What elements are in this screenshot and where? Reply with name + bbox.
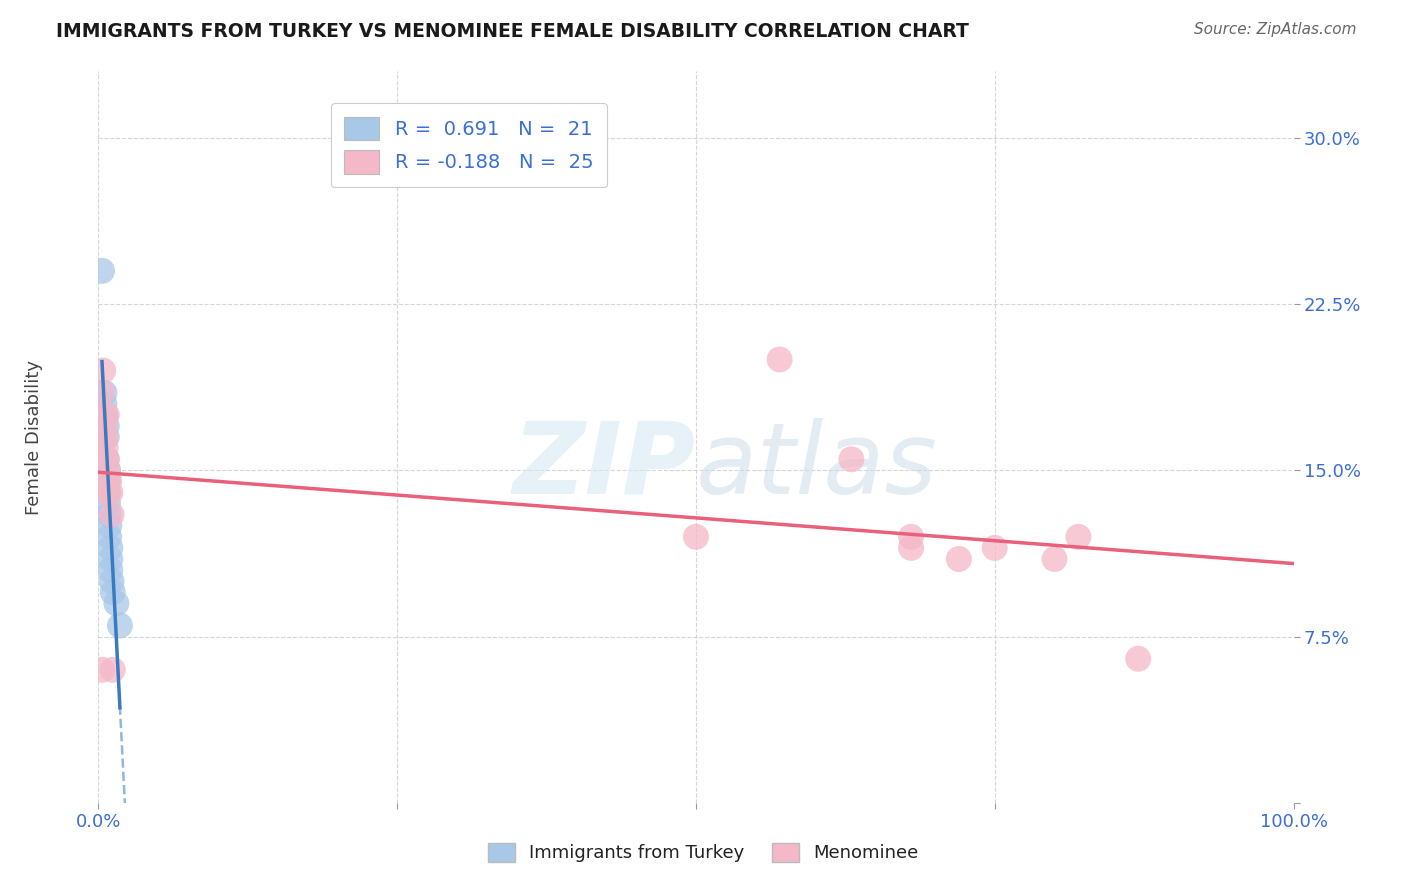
Point bbox=[93, 397, 115, 411]
Point bbox=[97, 485, 120, 500]
Point bbox=[98, 508, 121, 522]
Point bbox=[93, 385, 115, 400]
Point bbox=[97, 463, 120, 477]
Point bbox=[101, 585, 124, 599]
Point bbox=[98, 541, 122, 555]
Point bbox=[1043, 552, 1066, 566]
Point bbox=[98, 485, 122, 500]
Point bbox=[96, 452, 118, 467]
Point bbox=[94, 408, 117, 422]
Legend: R =  0.691   N =  21, R = -0.188   N =  25: R = 0.691 N = 21, R = -0.188 N = 25 bbox=[330, 103, 607, 187]
Point bbox=[91, 363, 114, 377]
Point bbox=[108, 618, 131, 632]
Point bbox=[96, 430, 118, 444]
Point bbox=[93, 408, 115, 422]
Point bbox=[948, 552, 970, 566]
Point bbox=[96, 452, 118, 467]
Point bbox=[100, 508, 122, 522]
Point bbox=[1128, 651, 1150, 665]
Point bbox=[98, 552, 122, 566]
Point bbox=[98, 518, 121, 533]
Point bbox=[105, 596, 128, 610]
Point bbox=[841, 452, 863, 467]
Point bbox=[98, 563, 122, 577]
Point bbox=[100, 574, 122, 589]
Point bbox=[97, 475, 120, 489]
Text: atlas: atlas bbox=[696, 417, 938, 515]
Point bbox=[98, 530, 121, 544]
Point bbox=[984, 541, 1007, 555]
Point bbox=[101, 663, 124, 677]
Point bbox=[97, 463, 120, 477]
Point bbox=[91, 385, 114, 400]
Point bbox=[900, 530, 922, 544]
Point bbox=[91, 264, 114, 278]
Point bbox=[98, 475, 121, 489]
Text: Source: ZipAtlas.com: Source: ZipAtlas.com bbox=[1194, 22, 1357, 37]
Point bbox=[91, 663, 114, 677]
Point bbox=[685, 530, 707, 544]
Point bbox=[96, 485, 118, 500]
Point bbox=[96, 419, 118, 434]
Y-axis label: Female Disability: Female Disability bbox=[25, 359, 42, 515]
Text: ZIP: ZIP bbox=[513, 417, 696, 515]
Point bbox=[768, 352, 790, 367]
Point bbox=[93, 419, 115, 434]
Point bbox=[1067, 530, 1090, 544]
Legend: Immigrants from Turkey, Menominee: Immigrants from Turkey, Menominee bbox=[481, 836, 925, 870]
Point bbox=[900, 541, 922, 555]
Point bbox=[94, 430, 117, 444]
Point bbox=[97, 497, 120, 511]
Text: IMMIGRANTS FROM TURKEY VS MENOMINEE FEMALE DISABILITY CORRELATION CHART: IMMIGRANTS FROM TURKEY VS MENOMINEE FEMA… bbox=[56, 22, 969, 41]
Point bbox=[96, 408, 118, 422]
Point bbox=[94, 441, 117, 455]
